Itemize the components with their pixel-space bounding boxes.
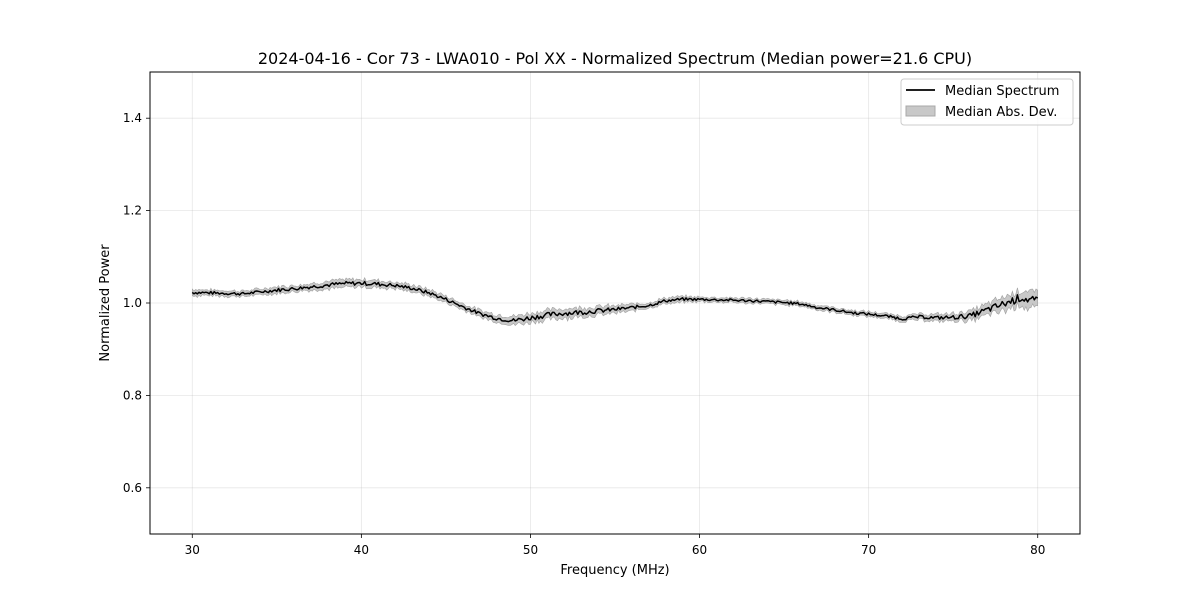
- series-layer: [191, 280, 1039, 323]
- legend: Median Spectrum Median Abs. Dev.: [900, 78, 1074, 126]
- legend-median-spectrum-label: Median Spectrum: [945, 84, 1059, 99]
- y-tick-label: 0.6: [123, 481, 142, 495]
- median-spectrum-line: [191, 280, 1039, 323]
- x-tick-label: 30: [185, 543, 200, 557]
- x-tick-label: 80: [1030, 543, 1045, 557]
- y-tick-label: 1.2: [123, 204, 142, 218]
- y-tick-label: 1.0: [123, 296, 142, 310]
- x-axis-label: Frequency (MHz): [560, 563, 669, 578]
- y-tick-label: 0.8: [123, 388, 142, 402]
- x-tick-label: 70: [861, 543, 876, 557]
- x-tick-label: 60: [692, 543, 707, 557]
- chart-title: 2024-04-16 - Cor 73 - LWA010 - Pol XX - …: [258, 49, 972, 68]
- x-tick-label: 50: [523, 543, 538, 557]
- mad-band: [192, 276, 1038, 326]
- y-axis-ticks: 0.6 0.8 1.0 1.2 1.4: [123, 111, 150, 495]
- x-tick-label: 40: [354, 543, 369, 557]
- x-axis-ticks: 30 40 50 60 70 80: [185, 534, 1045, 557]
- legend-box: [900, 78, 1074, 126]
- mad-band-layer: [192, 276, 1038, 326]
- y-tick-label: 1.4: [123, 111, 142, 125]
- legend-mad-swatch: [905, 105, 936, 117]
- legend-mad-label: Median Abs. Dev.: [945, 105, 1057, 120]
- y-axis-label: Normalized Power: [98, 244, 113, 362]
